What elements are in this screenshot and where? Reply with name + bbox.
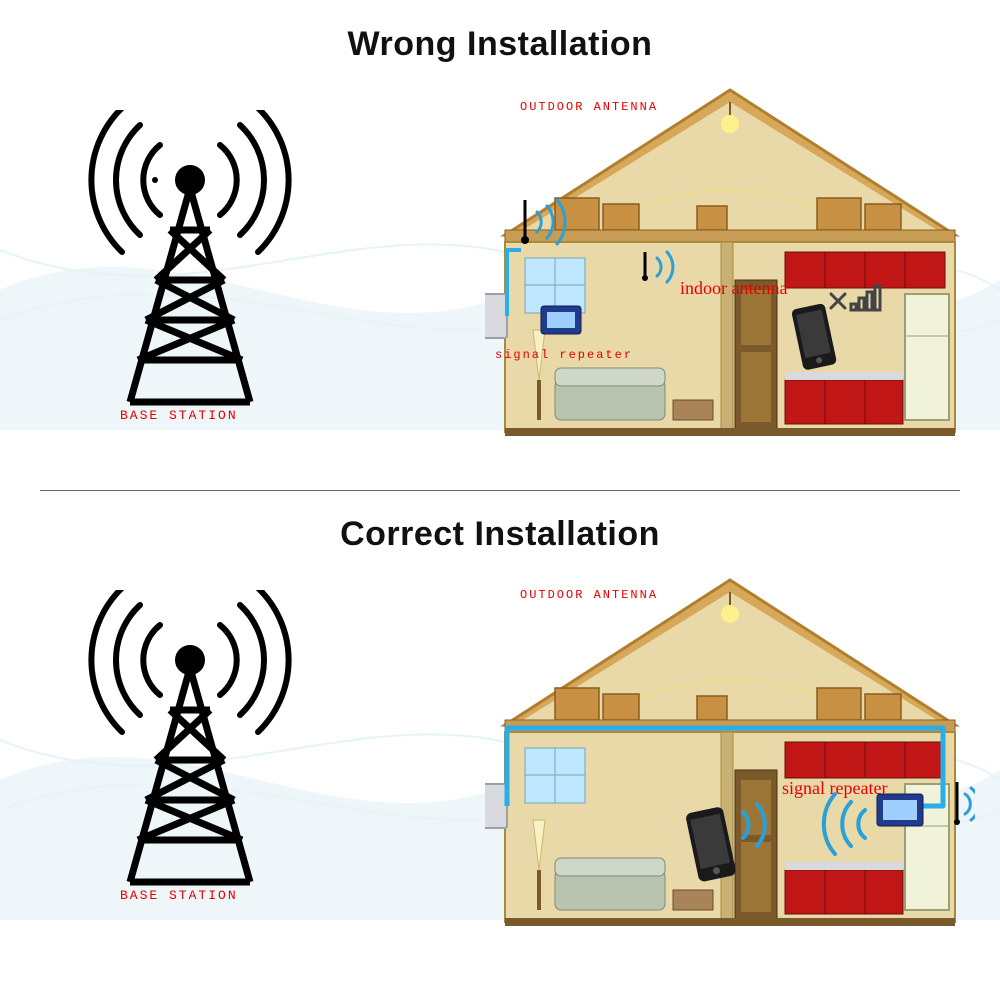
tower-top-label: Base station [120,408,238,423]
title-wrong: Wrong Installation [0,25,1000,64]
label-indoor-top: indoor antenna [680,278,787,299]
tower-bottom: Base station [60,590,320,920]
label-repeater-bottom: signal repeater [782,778,887,799]
divider-line [40,490,960,491]
tower-top: Base station [60,110,320,440]
title-correct: Correct Installation [0,515,1000,554]
tower-bottom-label: Base station [120,888,238,903]
house-correct [485,570,975,940]
house-wrong [485,80,975,450]
label-repeater-top: signal repeater [495,348,633,362]
